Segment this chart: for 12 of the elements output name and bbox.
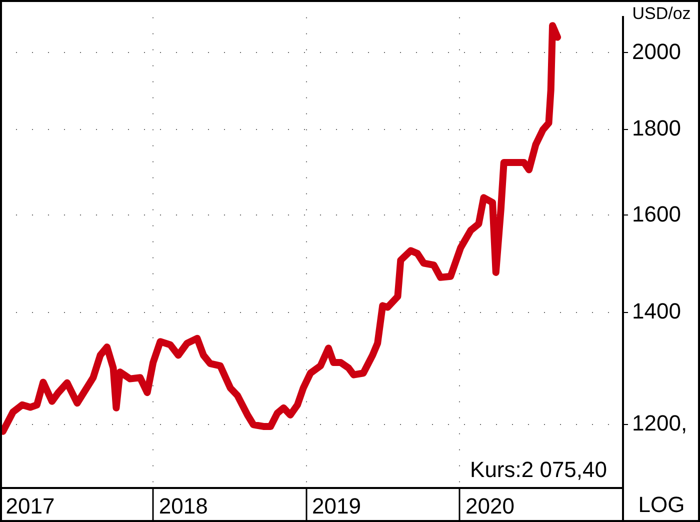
y-tick-label: 1400: [632, 298, 681, 324]
x-tick-label: 2017: [6, 493, 55, 518]
y-tick-label: 1600: [632, 201, 681, 226]
text: LOG: [638, 492, 685, 518]
x-tick-label: 2020: [466, 493, 514, 518]
y-axis-title: USD/oz: [632, 4, 691, 24]
y-tick-label: 1200,: [632, 410, 688, 436]
y-tick-label: 2000: [632, 38, 681, 64]
y-tick-label: 1800: [632, 115, 681, 140]
x-tick-label: 2018: [158, 493, 208, 518]
x-tick-label: 2019: [312, 493, 361, 518]
annotation: Kurs:2 075,40: [470, 457, 607, 482]
